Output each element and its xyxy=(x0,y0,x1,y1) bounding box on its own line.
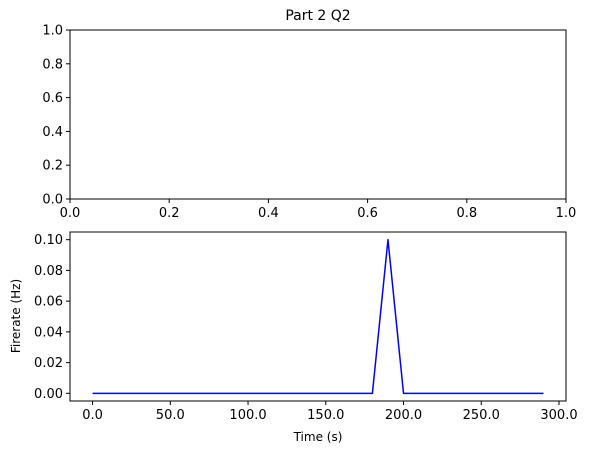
y-tick-label: 0.06 xyxy=(34,295,63,310)
bottom-series xyxy=(92,238,544,395)
y-tick-label: 0.8 xyxy=(42,57,63,72)
x-tick-label: 0.4 xyxy=(258,206,279,221)
bottom-plot-frame xyxy=(69,231,567,402)
x-tick-label: 250.0 xyxy=(463,408,500,423)
x-tick-label: 0.8 xyxy=(456,206,477,221)
x-tick-label: 0.0 xyxy=(60,206,81,221)
y-tick-label: 0.6 xyxy=(42,91,63,106)
y-tick-label: 1.0 xyxy=(42,24,63,39)
bottom-subplot: 0.0 50.0 100.0 150.0 200.0 250.0 300.0 0.000.0… xyxy=(9,231,578,444)
y-tick-label: 0.0 xyxy=(42,193,63,208)
x-tick-label: 150.0 xyxy=(307,408,344,423)
top-x-ticks: 0.0 0.2 0.4 0.6 0.8 1.0 xyxy=(60,199,577,221)
y-axis-label: Firerate (Hz) xyxy=(9,279,23,353)
y-tick-label: 0.10 xyxy=(34,233,63,248)
y-tick-label: 0.2 xyxy=(42,159,63,174)
y-tick-label: 0.02 xyxy=(34,356,63,371)
x-tick-label: 200.0 xyxy=(385,408,422,423)
top-subplot: Part 2 Q2 0.0 0.2 0.4 0.6 0.8 1.0 0.00.20.40.… xyxy=(42,8,576,221)
top-y-ticks: 0.0 0.2 0.4 0.6 0.8 1.0 xyxy=(42,24,70,208)
x-tick-label: 50.0 xyxy=(156,408,185,423)
bottom-x-ticks: 0.0 50.0 100.0 150.0 200.0 250.0 300.0 xyxy=(82,401,578,423)
top-plot-frame xyxy=(69,29,567,200)
x-tick-label: 0.6 xyxy=(357,206,378,221)
x-tick-label: 0.2 xyxy=(159,206,180,221)
y-tick-label: 0.08 xyxy=(34,264,63,279)
y-tick-label: 0.04 xyxy=(34,325,63,340)
x-axis-label: Time (s) xyxy=(293,430,343,444)
y-tick-label: 0.4 xyxy=(42,125,63,140)
series-line xyxy=(92,238,544,395)
x-tick-label: 0.0 xyxy=(82,408,103,423)
x-tick-label: 1.0 xyxy=(556,206,577,221)
chart-title: Part 2 Q2 xyxy=(285,8,350,24)
y-tick-label: 0.00 xyxy=(34,387,63,402)
x-tick-label: 100.0 xyxy=(229,408,266,423)
bottom-y-ticks: 0.00 0.02 0.04 0.06 0.08 0.10 xyxy=(34,233,70,402)
x-tick-label: 300.0 xyxy=(540,408,577,423)
